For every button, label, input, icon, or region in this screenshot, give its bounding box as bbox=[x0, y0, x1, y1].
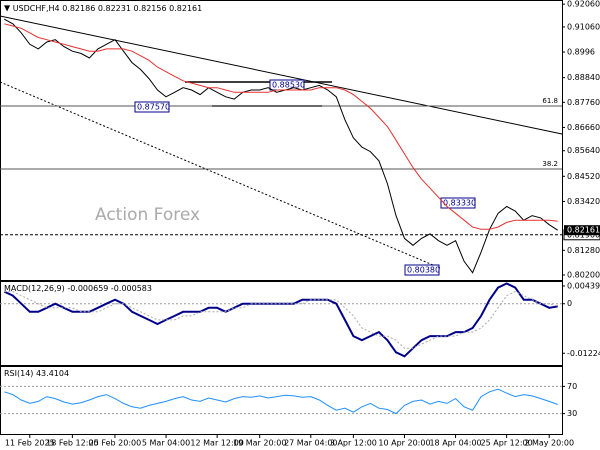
annotation: 0.80380 bbox=[407, 266, 440, 275]
rsi-title: RSI(14) bbox=[4, 369, 33, 378]
annotation-box bbox=[134, 101, 170, 113]
low: 0.82156 bbox=[133, 4, 166, 13]
x-tick-label: 18 Feb 12:00 bbox=[46, 439, 98, 448]
panel-frame bbox=[0, 0, 563, 281]
panel-frame bbox=[0, 281, 563, 366]
open: 0.82186 bbox=[62, 4, 95, 13]
x-tick-label: 12 Mar 12:00 bbox=[190, 439, 243, 448]
x-tick-label: 11 Feb 2025 bbox=[5, 439, 55, 448]
y-tick-label: 0.88840 bbox=[567, 73, 600, 82]
y-tick-label: 0 bbox=[567, 299, 572, 308]
series-line bbox=[4, 18, 558, 274]
x-tick-label: 19 Mar 20:00 bbox=[233, 439, 286, 448]
close: 0.82161 bbox=[169, 4, 202, 13]
y-tick-label: 30 bbox=[567, 409, 577, 418]
macd-header: MACD(12,26,9) -0.000659 -0.000583 bbox=[4, 284, 152, 293]
annotation: 0.83330 bbox=[443, 199, 476, 208]
y-tick-label: 0.80200 bbox=[567, 270, 600, 279]
y-tick-label: 0.83420 bbox=[567, 197, 600, 206]
rsi-value: 43.4104 bbox=[36, 369, 69, 378]
price-box bbox=[564, 225, 600, 236]
y-tick-label: 0.92060 bbox=[567, 0, 600, 9]
y-tick-label: 0.86660 bbox=[567, 123, 600, 132]
fib-label: 61.8 bbox=[542, 97, 558, 105]
y-tick-label: 0.004395 bbox=[567, 281, 600, 290]
y-tick-label: 0.84520 bbox=[567, 172, 600, 181]
series-line bbox=[4, 291, 558, 349]
high: 0.82231 bbox=[98, 4, 131, 13]
y-tick-label: 0.85640 bbox=[567, 146, 600, 155]
annotation-box bbox=[440, 197, 476, 209]
macd-title: MACD(12,26,9) bbox=[4, 284, 65, 293]
x-tick-label: 25 Apr 12:00 bbox=[481, 439, 533, 448]
x-tick-label: 25 Feb 20:00 bbox=[89, 439, 141, 448]
x-tick-label: 2 May 20:00 bbox=[524, 439, 574, 448]
fib-label: 38.2 bbox=[542, 160, 558, 168]
annotation-box bbox=[404, 264, 440, 276]
annotation: 0.87570 bbox=[137, 103, 170, 112]
x-tick-label: 10 Apr 20:00 bbox=[378, 439, 430, 448]
macd-value: -0.000659 bbox=[67, 284, 108, 293]
series-line bbox=[4, 23, 558, 230]
price-label: 0.82161 bbox=[567, 226, 600, 235]
watermark: Action Forex bbox=[95, 205, 200, 225]
symbol: USDCHF,H4 bbox=[13, 4, 60, 13]
y-tick-label: 0.91060 bbox=[567, 22, 600, 31]
x-tick-label: 3 Apr 12:00 bbox=[330, 439, 377, 448]
signal-value: -0.000583 bbox=[111, 284, 152, 293]
trend-line bbox=[0, 15, 563, 135]
y-tick-label: 70 bbox=[567, 382, 577, 391]
panel-frame bbox=[0, 366, 563, 435]
x-tick-label: 27 Mar 04:00 bbox=[284, 439, 337, 448]
x-tick-label: 18 Apr 04:00 bbox=[429, 439, 481, 448]
y-tick-label: -0.012241 bbox=[567, 349, 600, 358]
annotation: 0.88530 bbox=[272, 81, 305, 90]
series-line bbox=[4, 388, 558, 415]
series-line bbox=[3, 282, 558, 358]
y-tick-label: 0.81280 bbox=[567, 246, 600, 255]
header: ▼ USDCHF,H4 0.82186 0.82231 0.82156 0.82… bbox=[4, 4, 202, 13]
rsi-header: RSI(14) 43.4104 bbox=[4, 369, 69, 378]
y-tick-label: 0.8996 bbox=[567, 48, 595, 57]
x-tick-label: 5 Mar 04:00 bbox=[142, 439, 190, 448]
y-tick-label: 0.87760 bbox=[567, 98, 600, 107]
